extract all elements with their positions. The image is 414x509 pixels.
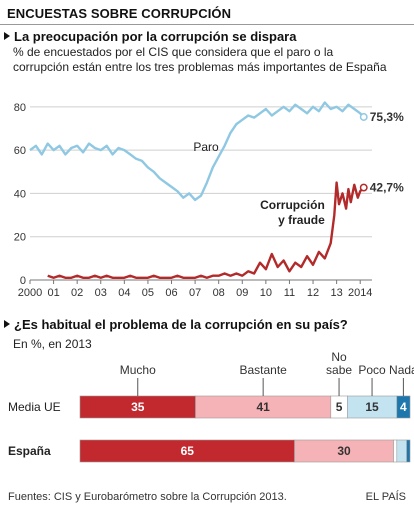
x-tick-label: 10 (260, 287, 272, 299)
x-tick-label: 09 (236, 287, 248, 299)
footer-brand: EL PAÍS (365, 491, 406, 503)
x-tick-label: 03 (95, 287, 107, 299)
x-tick-label: 13 (330, 287, 342, 299)
chart1-subtitle-line2: corrupción están entre los tres problema… (13, 60, 387, 74)
x-tick-label: 07 (189, 287, 201, 299)
legend-label: Mucho (120, 363, 156, 377)
bar-value-label: 35 (131, 400, 145, 414)
line-chart: 0 20 40 60 80 2000 01 02 03 04 05 06 07 08 09 10 11 12 13 2… (14, 101, 404, 299)
x-tick-label: 04 (118, 287, 130, 299)
x-tick-label: 05 (142, 287, 154, 299)
series-label-corrupcion-line2: y fraude (278, 213, 325, 227)
legend-label: No (331, 350, 347, 364)
y-tick-label: 0 (20, 275, 26, 287)
chart1-title-row: La preocupación por la corrupción se dis… (4, 29, 296, 44)
y-tick-label: 60 (14, 145, 26, 157)
corrupcion-line (47, 181, 365, 279)
series-label-corrupcion-line1: Corrupción (260, 198, 325, 212)
legend-label: Poco (358, 363, 386, 377)
x-tick-label: 02 (71, 287, 83, 299)
triangle-icon (4, 320, 10, 328)
bar-value-label: 41 (256, 400, 270, 414)
bar-value-label: 30 (337, 444, 351, 458)
chart1-subtitle-line1: % de encuestados por el CIS que consider… (13, 45, 334, 59)
bar-value-label: 5 (336, 400, 343, 414)
bar-value-label: 65 (181, 444, 195, 458)
triangle-icon (4, 32, 10, 40)
series-label-paro: Paro (193, 140, 219, 154)
y-tick-label: 20 (14, 232, 26, 244)
bar-category-label: España (8, 444, 51, 458)
paro-line (29, 101, 365, 202)
chart1-title: La preocupación por la corrupción se dis… (14, 29, 297, 44)
paro-line-end-dot (359, 113, 368, 121)
bar-segment-2 (393, 439, 398, 463)
chart2-title-row: ¿Es habitual el problema de la corrupció… (4, 317, 348, 332)
legend-label: Nada (389, 363, 414, 377)
header-title: ENCUESTAS SOBRE CORRUPCIÓN (7, 6, 232, 21)
header-divider (0, 24, 414, 25)
corrupcion-line-end-dot (359, 183, 368, 192)
paro-line-end-label: 75,3% (370, 110, 404, 124)
bar-segment-3 (396, 439, 407, 463)
x-tick-label: 2000 (18, 287, 42, 299)
bar-value-label: 15 (365, 400, 379, 414)
chart2-subtitle: En %, en 2013 (13, 337, 92, 351)
footer-sources: Fuentes: CIS y Eurobarómetro sobre la Co… (8, 491, 287, 503)
legend-label: Bastante (239, 363, 287, 377)
x-tick-label: 2014 (348, 287, 372, 299)
chart2-title: ¿Es habitual el problema de la corrupció… (14, 317, 348, 332)
bar-segment-4 (406, 439, 411, 463)
bar-value-label: 4 (400, 400, 407, 414)
bar-category-label: Media UE (8, 400, 61, 414)
legend-label: sabe (326, 363, 352, 377)
y-tick-label: 40 (14, 188, 26, 200)
x-tick-label: 06 (165, 287, 177, 299)
x-tick-label: 12 (307, 287, 319, 299)
corrupcion-line-end-label: 42,7% (370, 181, 404, 195)
x-tick-label: 01 (47, 287, 59, 299)
x-tick-label: 11 (284, 287, 295, 299)
x-tick-label: 08 (213, 287, 225, 299)
y-tick-label: 80 (14, 102, 26, 114)
